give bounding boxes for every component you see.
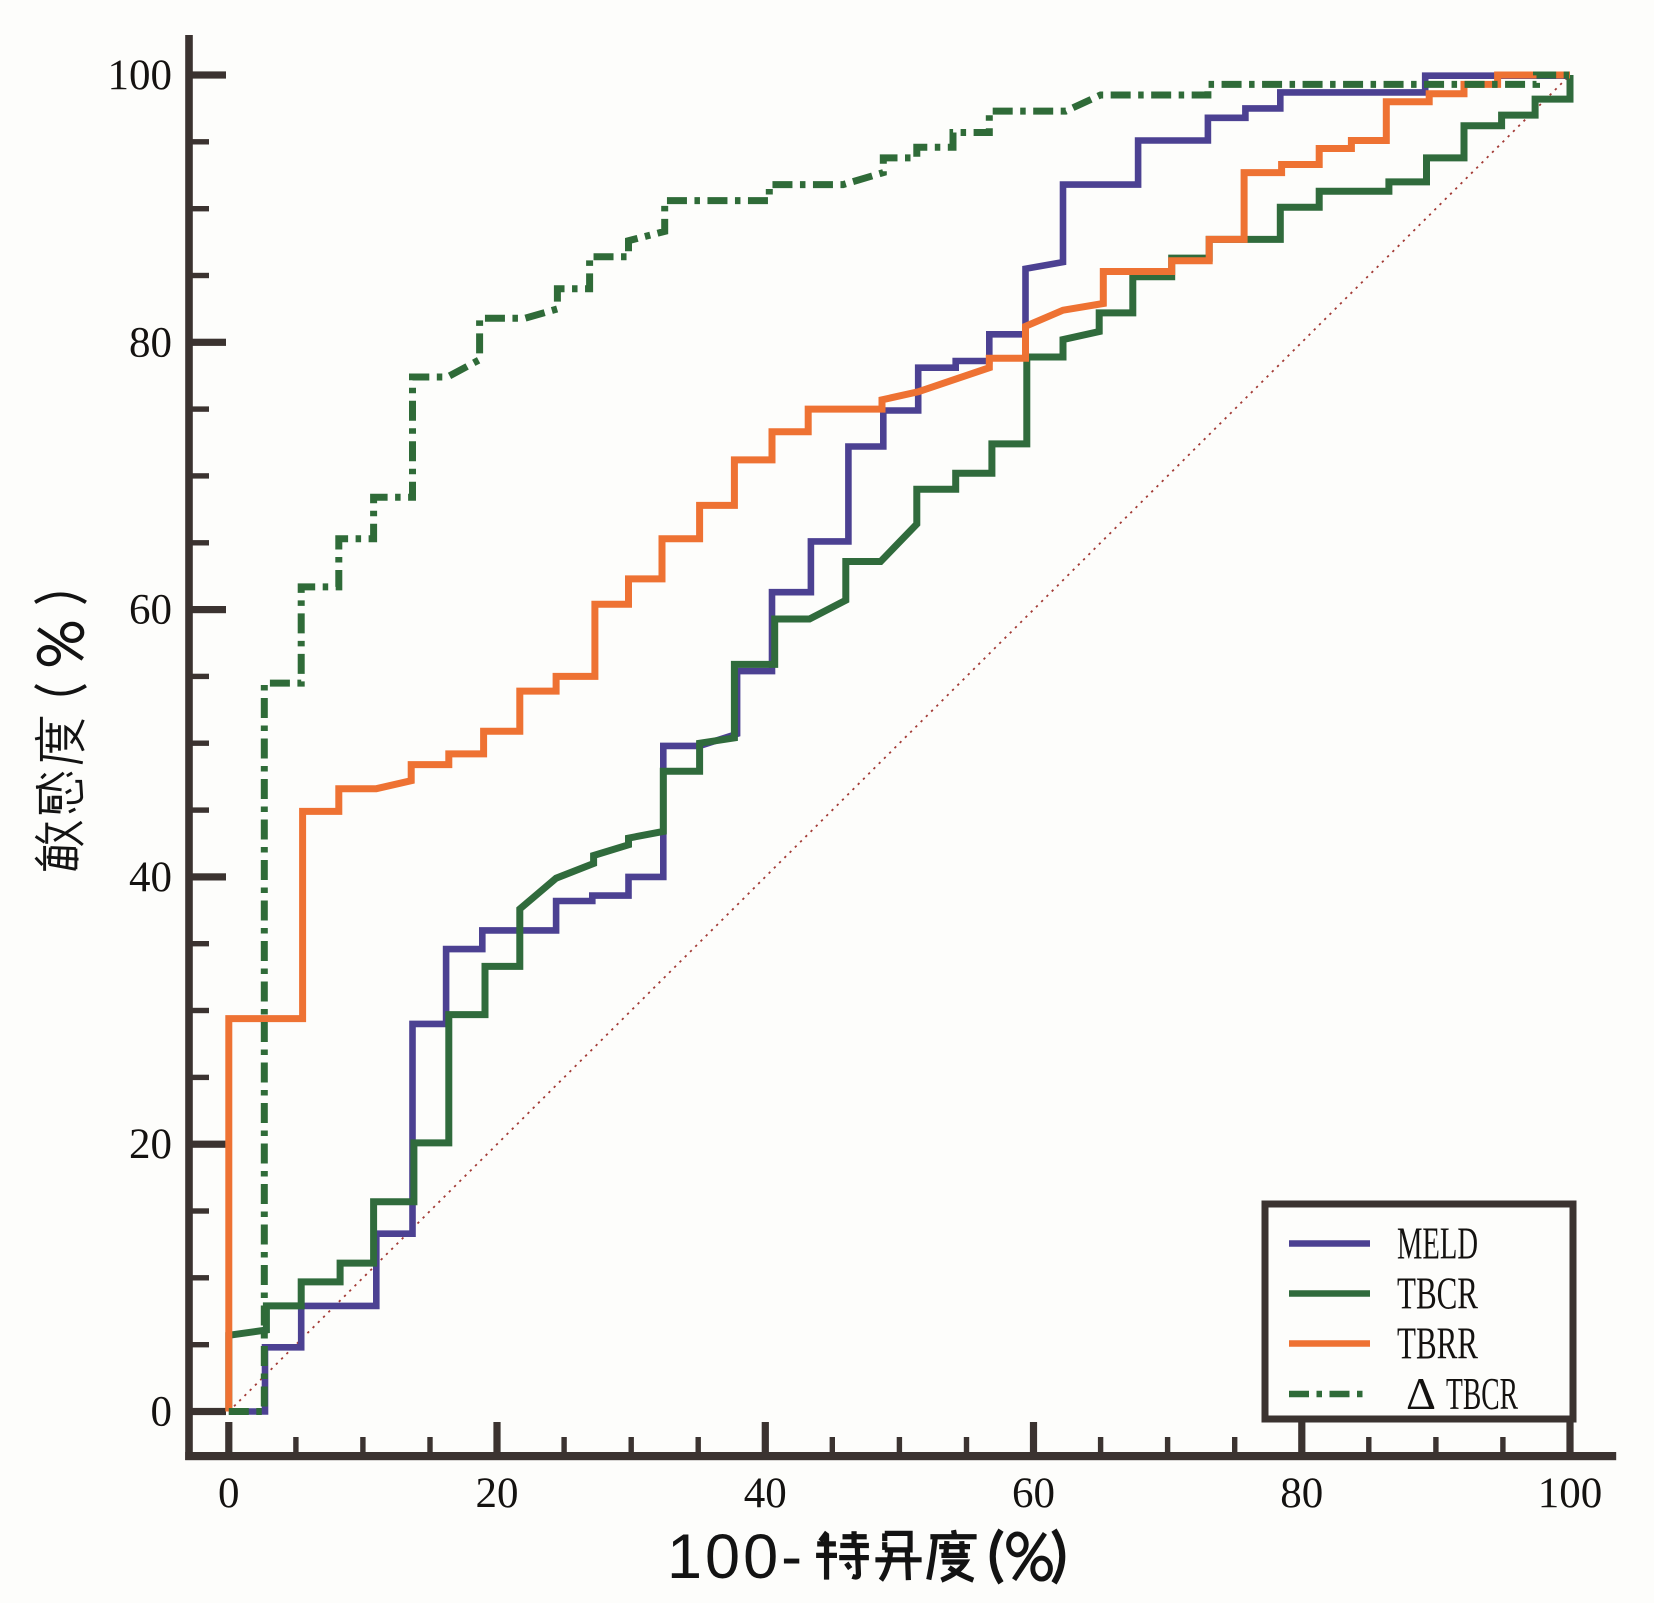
svg-text:0: 0 bbox=[151, 1389, 173, 1436]
svg-text:40: 40 bbox=[129, 854, 172, 901]
svg-text:MELD: MELD bbox=[1397, 1218, 1478, 1269]
svg-text:40: 40 bbox=[744, 1470, 787, 1517]
svg-text:100: 100 bbox=[1538, 1470, 1603, 1517]
svg-text:TBCR: TBCR bbox=[1446, 1368, 1518, 1419]
svg-text:20: 20 bbox=[129, 1121, 172, 1168]
svg-text:80: 80 bbox=[1280, 1470, 1323, 1517]
svg-text:80: 80 bbox=[129, 319, 172, 366]
svg-text:Δ: Δ bbox=[1406, 1368, 1436, 1419]
svg-text:60: 60 bbox=[1012, 1470, 1055, 1517]
svg-text:100-: 100- bbox=[667, 1522, 805, 1592]
svg-text:TBCR: TBCR bbox=[1397, 1268, 1478, 1319]
svg-text:100: 100 bbox=[108, 52, 173, 99]
svg-text:20: 20 bbox=[476, 1470, 519, 1517]
svg-text:60: 60 bbox=[129, 587, 172, 634]
svg-text:TBRR: TBRR bbox=[1397, 1318, 1478, 1369]
svg-text:0: 0 bbox=[218, 1470, 240, 1517]
